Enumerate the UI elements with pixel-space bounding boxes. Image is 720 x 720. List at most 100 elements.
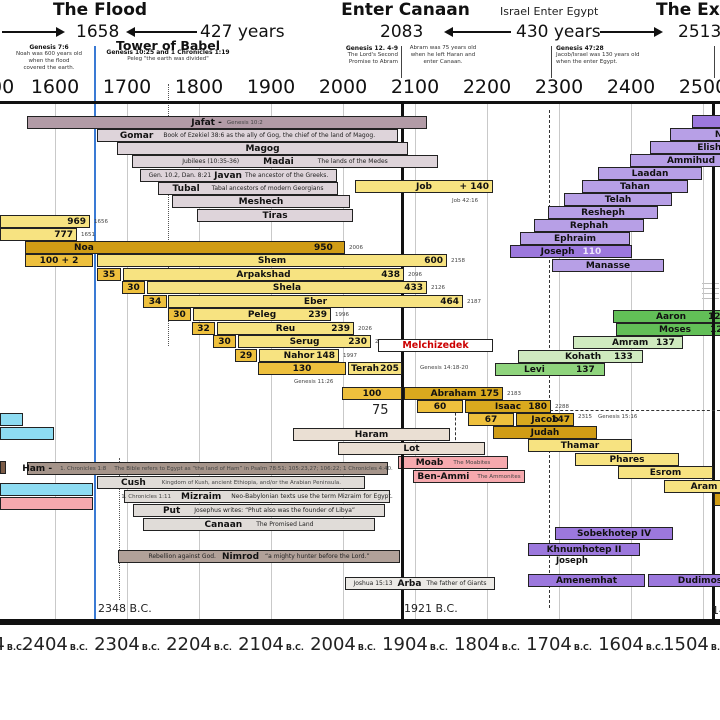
bar-amenemhat-text: Amenemhat [555, 575, 618, 586]
bar-eber-34: 34 [143, 295, 167, 308]
bar-thamar-text: Thamar [560, 440, 600, 451]
babel-note-line: Peleg "the earth was divided" [127, 56, 209, 62]
egypt-span-label: 430 years [516, 22, 601, 42]
bar-isaac-text: 2288 [555, 403, 569, 410]
bar-aaron-text: Aaron [656, 311, 687, 322]
bar-eber-text: 464 [440, 296, 459, 307]
bar-abraham-text: Abraham [430, 388, 477, 399]
axis-bottom-suffix: B.C. [213, 643, 232, 652]
bar-elishama: Elishama [650, 141, 720, 154]
exodus-line [712, 104, 715, 620]
bar-methuselah-969: 969 1656 [0, 215, 108, 228]
canaan-note-line1: The Lord's Second [347, 52, 398, 58]
gridline-1700 [127, 104, 128, 620]
bar-cush-text: Cush [120, 477, 146, 488]
axis-bottom-label-2304: 2304 B.C. [94, 634, 160, 655]
canaan-title: Enter Canaan [341, 0, 470, 20]
bar-jafat-text: Genesis 10:2 [226, 119, 263, 126]
bar-esrom: Esrom [618, 466, 713, 479]
bar-serug-30: 30 [213, 335, 236, 348]
bar-tubal-text: Tubal [172, 183, 200, 194]
axis-bottom-number-2004: 2004 [310, 634, 356, 655]
bar-magog-text: Magog [245, 143, 280, 154]
header-divider-canaan [401, 46, 402, 78]
bar-mizraim-text: Neo-Babylonian texts use the term Mizrai… [231, 493, 393, 500]
bar-abraham-100-text: 100 [362, 388, 382, 399]
bar-dudimose-text: Dudimose [677, 575, 720, 586]
short-dashed-line [455, 388, 456, 450]
axis-bottom-suffix: B.C. [710, 643, 720, 652]
bar-esrom-text: Esrom [649, 467, 682, 478]
axis-bottom-number-1504: 1504 [663, 634, 709, 655]
bar-abraham-text: 175 [480, 388, 499, 399]
bar-tiras-text: Tiras [262, 210, 288, 221]
bar-manasse: Manasse [552, 259, 664, 272]
bar-sobekhotep-iv-text: Sobekhotep IV [576, 528, 652, 539]
axis-bottom-label-1704: 1704 B.C. [526, 634, 592, 655]
bar-reu-text: Reu [275, 323, 296, 334]
bar-meshech: Meshech [172, 195, 350, 208]
bar-tubal: Tubal Tabal ancestors of modern Georgians [158, 182, 338, 195]
bar-moses-text: 120 [710, 324, 720, 335]
axis-top-label-2400: 2400 [606, 76, 656, 98]
bar-levi-text: 137 [576, 364, 595, 375]
flood-arrow-head-icon [56, 27, 65, 37]
bar-levi: Levi 137 [495, 363, 605, 376]
flood-span-label: 427 years [200, 22, 285, 42]
bar-nahor-text: 1997 [343, 352, 357, 359]
bar-noa-100-2-text: 100 + 2 [39, 255, 79, 266]
bar-put-text: Put [162, 505, 181, 516]
cut-note [702, 283, 719, 302]
bar-thamar: Thamar [528, 439, 632, 452]
axis-top-rule [0, 101, 720, 104]
bar-arba-text: Joshua 15:13 [353, 580, 393, 587]
bar-meshech-text: Meshech [238, 196, 284, 207]
canaan-note-line2: Promise to Abram [348, 59, 398, 65]
bar-isaac: Isaac 180 2288 [465, 400, 569, 413]
ref-genesis-14-18-20: Genesis 14:18-20 [420, 365, 469, 371]
axis-top-label-1600: 1600 [30, 76, 80, 98]
axis-bottom-number-1804: 1804 [454, 634, 500, 655]
bar-eber: Eber 464 2187 [168, 295, 481, 308]
canaan-note-line5: enter Canaan. [423, 59, 463, 65]
egypt-note: Genesis 47:28 Jacob/Israel was 130 years… [556, 45, 686, 66]
bar-moses-text: Moses [659, 324, 691, 335]
axis-bottom-suffix: B.C. [141, 643, 160, 652]
bar-javan-text: The ancestor of the Greeks. [244, 172, 329, 179]
bar-peleg-text: 239 [308, 309, 327, 320]
bar-rephah-text: Rephah [569, 220, 609, 231]
bar-nimrod-text: Nimrod [221, 551, 260, 562]
bar-terah-text: 205 [380, 363, 399, 374]
bar-shela-30-text: 30 [127, 282, 140, 293]
bar-elishama-text: Elishama [697, 142, 720, 153]
bar-dudimose: Dudimose [648, 574, 720, 587]
bar-canaan: Canaan The Promised Land [143, 518, 375, 531]
span430-right-arrow-line [600, 31, 654, 33]
bar-gomar-text: Book of Ezekiel 38:6 as the ally of Gog,… [163, 132, 376, 139]
span427-arrow-head-icon [126, 27, 135, 37]
bar-methuselah-969-text: 1656 [94, 218, 108, 225]
bar-sobekhotep-iv: Sobekhotep IV [555, 527, 673, 540]
bar-haram: Haram [293, 428, 450, 441]
axis-bottom-suffix: B.C. [69, 643, 88, 652]
bar-arba-text: The father of Giants [426, 580, 487, 587]
bar-canaan-text: Canaan [204, 519, 243, 530]
axis-bottom-label-2204: 2204 B.C. [166, 634, 232, 655]
axis-bottom-label-1804: 1804 B.C. [454, 634, 520, 655]
axis-bottom-suffix: B.C. [573, 643, 592, 652]
bar-telah: Telah [564, 193, 672, 206]
babel-note: Tower of Babel Genesis 10:25 and 1 Chron… [104, 39, 232, 63]
bar-nahor-text: 148 [316, 350, 335, 361]
bar-jacob: Jacob 147 [516, 413, 574, 426]
flood-title: The Flood [52, 0, 148, 20]
canaan-line [401, 104, 404, 620]
bar-arpakshad-text: 438 [381, 269, 400, 280]
bar-laadan: Laadan [598, 167, 702, 180]
bar-shem: Shem 600 2158 [97, 254, 465, 267]
bar-shela-text: 2126 [431, 284, 445, 291]
axis-bottom-label-2404: 2404 B.C. [22, 634, 88, 655]
bar-arpakshad: Arpakshad 438 2096 [123, 268, 422, 281]
abram-age-75: 75 [372, 403, 389, 418]
span430-left-arrow-line [453, 31, 511, 33]
bar-amram-text: 137 [656, 337, 675, 348]
